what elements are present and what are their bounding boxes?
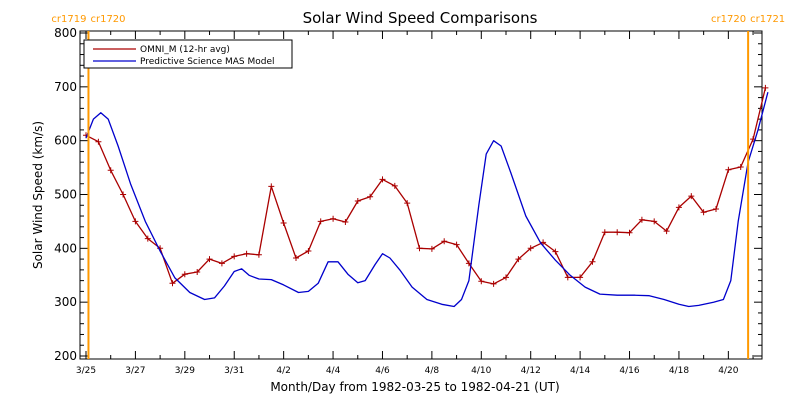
carrington-label-right: cr1720	[90, 14, 125, 25]
omni-data-point	[268, 183, 275, 190]
omni-data-point	[144, 235, 151, 242]
omni-data-point	[638, 216, 645, 223]
omni-data-point	[663, 228, 670, 235]
omni-data-point	[527, 245, 534, 252]
omni-data-point	[490, 280, 497, 287]
omni-data-point	[305, 248, 312, 254]
x-tick-label: 4/12	[521, 366, 541, 376]
omni-data-point	[367, 193, 374, 200]
omni-data-point	[515, 256, 522, 263]
y-tick-label: 500	[54, 188, 77, 202]
omni-data-point	[589, 258, 596, 265]
omni-data-point	[577, 274, 584, 281]
carrington-label-left: cr1720	[711, 14, 746, 25]
legend-label-mas: Predictive Science MAS Model	[140, 57, 275, 67]
omni-data-point	[330, 215, 337, 222]
omni-data-point	[243, 250, 250, 257]
carrington-label-left: cr1719	[51, 14, 86, 25]
plot-frame	[79, 30, 763, 360]
omni-data-point	[206, 256, 213, 263]
omni-data-point	[540, 239, 547, 246]
x-tick-label: 4/20	[718, 366, 738, 376]
y-axis-label: Solar Wind Speed (km/s)	[31, 121, 45, 269]
omni-data-point	[342, 219, 349, 225]
omni-data-point	[404, 200, 411, 207]
omni-data-point	[416, 245, 423, 252]
y-tick-label: 700	[54, 80, 77, 94]
omni-data-point	[194, 269, 201, 275]
omni-data-point	[132, 218, 139, 225]
omni-data-point	[280, 220, 287, 226]
omni-data-point	[453, 241, 460, 248]
omni-data-point	[675, 204, 682, 211]
omni-data-point	[293, 255, 299, 261]
omni-data-point	[231, 253, 238, 260]
x-tick-label: 4/10	[471, 366, 491, 376]
omni-data-point	[651, 218, 658, 225]
omni-data-point	[317, 218, 324, 225]
x-tick-label: 4/18	[669, 366, 689, 376]
omni-data-point	[713, 206, 719, 212]
omni-data-point	[737, 164, 744, 170]
x-tick-label: 4/2	[276, 366, 290, 376]
omni-data-point	[503, 274, 509, 281]
omni-data-point	[95, 138, 102, 145]
omni-data-point	[218, 260, 225, 267]
omni-data-point	[391, 182, 398, 189]
omni-data-point	[688, 193, 695, 200]
x-tick-label: 4/16	[619, 366, 639, 376]
x-tick-label: 3/25	[76, 366, 96, 376]
y-tick-label: 600	[54, 134, 77, 148]
x-tick-label: 3/31	[224, 366, 244, 376]
omni-data-point	[564, 274, 571, 281]
x-axis-label: Month/Day from 1982-03-25 to 1982-04-21 …	[270, 380, 559, 394]
omni-data-point	[441, 238, 448, 245]
y-tick-label: 300	[54, 295, 77, 309]
omni-data-point	[700, 209, 707, 216]
x-tick-label: 4/8	[425, 366, 440, 376]
omni-data-point	[614, 229, 621, 236]
omni-data-point	[169, 280, 176, 287]
omni-data-point	[354, 198, 361, 204]
x-tick-label: 4/14	[570, 366, 590, 376]
omni-data-point	[725, 166, 732, 173]
x-tick-label: 3/29	[175, 366, 195, 376]
omni-data-point	[478, 278, 485, 285]
omni-data-point	[428, 245, 435, 252]
omni-data-point	[626, 229, 633, 236]
omni-data-point	[120, 191, 127, 198]
axes-ticks: 200 300 400 500 600 700 800 3/25 3/27 3/29 3/31 4/2…	[54, 26, 762, 376]
y-tick-label: 200	[54, 349, 77, 363]
y-tick-label: 400	[54, 241, 77, 255]
series-layer	[83, 84, 769, 308]
plot-area	[79, 30, 763, 360]
legend: OMNI_M (12-hr avg) Predictive Science MA…	[83, 39, 293, 69]
carrington-label-right: cr1721	[750, 14, 785, 25]
chart-title: Solar Wind Speed Comparisons	[303, 9, 538, 27]
omni-data-point	[601, 229, 608, 236]
omni-data-point	[181, 271, 188, 278]
x-tick-label: 4/4	[326, 366, 341, 376]
omni-series-line	[85, 87, 767, 285]
x-tick-label: 4/6	[375, 366, 390, 376]
carrington-markers: cr1719 cr1720 cr1720 cr1721	[51, 14, 785, 359]
legend-label-omni: OMNI_M (12-hr avg)	[140, 45, 230, 55]
omni-data-point	[107, 167, 114, 174]
x-tick-label: 3/27	[125, 366, 145, 376]
omni-data-point	[379, 176, 386, 183]
legend-box	[83, 39, 293, 69]
mas-series-line	[85, 92, 769, 308]
omni-data-point	[762, 84, 769, 91]
omni-data-point	[552, 248, 559, 255]
omni-data-point	[255, 251, 262, 258]
y-tick-label: 800	[54, 26, 77, 40]
